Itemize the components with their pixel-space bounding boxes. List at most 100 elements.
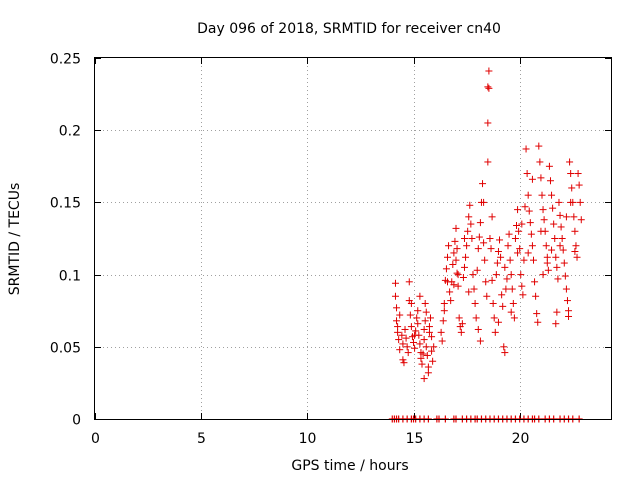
data-point — [453, 245, 461, 253]
data-point — [402, 334, 410, 342]
data-point — [493, 259, 501, 267]
data-point — [526, 219, 534, 227]
data-point — [428, 347, 436, 355]
data-point — [422, 343, 430, 351]
data-point — [560, 259, 568, 267]
data-points — [391, 67, 585, 383]
data-point — [412, 327, 420, 335]
data-point — [574, 170, 582, 178]
data-point — [514, 206, 522, 214]
y-tick-label: 0.2 — [59, 124, 81, 140]
data-point — [485, 67, 493, 75]
data-point — [520, 256, 528, 264]
data-point — [528, 242, 536, 250]
data-point — [573, 253, 581, 261]
data-point — [533, 310, 541, 318]
x-tick-label: 10 — [299, 431, 317, 447]
data-point — [420, 336, 428, 344]
data-point — [537, 227, 545, 235]
data-point — [417, 354, 425, 362]
data-point — [476, 219, 484, 227]
data-point — [572, 242, 580, 250]
data-point — [507, 271, 515, 279]
y-tick-label: 0.05 — [50, 341, 81, 357]
y-tick-label: 0.25 — [50, 52, 81, 68]
data-point — [446, 288, 454, 296]
data-point — [514, 249, 522, 257]
data-point — [398, 331, 406, 339]
data-point — [393, 304, 401, 312]
data-point — [509, 299, 517, 307]
grid-lines — [95, 58, 611, 419]
x-tick-label: 20 — [512, 431, 530, 447]
data-point — [460, 263, 468, 271]
data-point — [410, 338, 418, 346]
data-point — [515, 227, 523, 235]
data-point — [489, 299, 497, 307]
data-point — [403, 343, 411, 351]
data-point — [499, 302, 507, 310]
data-point — [537, 174, 545, 182]
data-point — [457, 328, 465, 336]
data-point — [506, 256, 514, 264]
data-point — [558, 235, 566, 242]
data-point — [508, 285, 516, 293]
data-point — [484, 83, 492, 91]
data-point — [521, 203, 529, 211]
data-point — [556, 211, 564, 219]
data-point — [483, 292, 491, 300]
data-point — [528, 175, 536, 183]
data-point — [534, 318, 542, 326]
axis-ticks: 0 5 10 15 20 0 0.05 0.1 0.15 0.2 0.25 — [50, 52, 611, 447]
data-point — [466, 201, 474, 209]
data-point — [501, 349, 509, 357]
data-point — [575, 181, 583, 189]
data-point — [484, 158, 492, 166]
data-point — [565, 312, 573, 320]
data-point — [454, 271, 462, 279]
data-point — [418, 360, 426, 368]
data-point — [471, 299, 479, 307]
data-point — [531, 278, 539, 286]
data-point — [518, 220, 526, 228]
data-point — [420, 325, 428, 333]
data-point — [443, 253, 451, 261]
data-point — [425, 328, 433, 336]
data-point — [424, 369, 432, 377]
data-point — [406, 311, 414, 319]
data-point — [416, 340, 424, 348]
data-point — [548, 246, 556, 254]
data-point — [450, 249, 458, 257]
data-point — [404, 349, 412, 357]
data-point — [536, 158, 544, 166]
data-point — [460, 235, 468, 242]
data-point — [511, 235, 519, 242]
data-point — [552, 320, 560, 328]
data-point — [539, 206, 547, 214]
data-point — [488, 276, 496, 284]
data-point — [480, 198, 488, 206]
data-point — [527, 230, 535, 238]
data-point — [399, 356, 407, 364]
data-point — [473, 266, 481, 274]
data-point — [550, 220, 558, 228]
data-point — [470, 285, 478, 293]
data-point — [510, 314, 518, 322]
data-point — [548, 191, 556, 199]
data-point — [455, 314, 463, 322]
data-point — [407, 323, 415, 331]
data-point — [458, 320, 466, 328]
data-point — [524, 249, 532, 257]
data-point — [518, 282, 526, 290]
data-point — [529, 256, 537, 264]
data-point — [400, 359, 408, 367]
data-point — [401, 325, 409, 333]
data-point — [523, 170, 531, 178]
data-point — [419, 350, 427, 358]
data-point — [549, 204, 557, 212]
data-point — [465, 213, 473, 221]
data-point — [498, 291, 506, 299]
data-point — [570, 213, 578, 221]
data-point — [507, 308, 515, 316]
data-point — [532, 292, 540, 300]
